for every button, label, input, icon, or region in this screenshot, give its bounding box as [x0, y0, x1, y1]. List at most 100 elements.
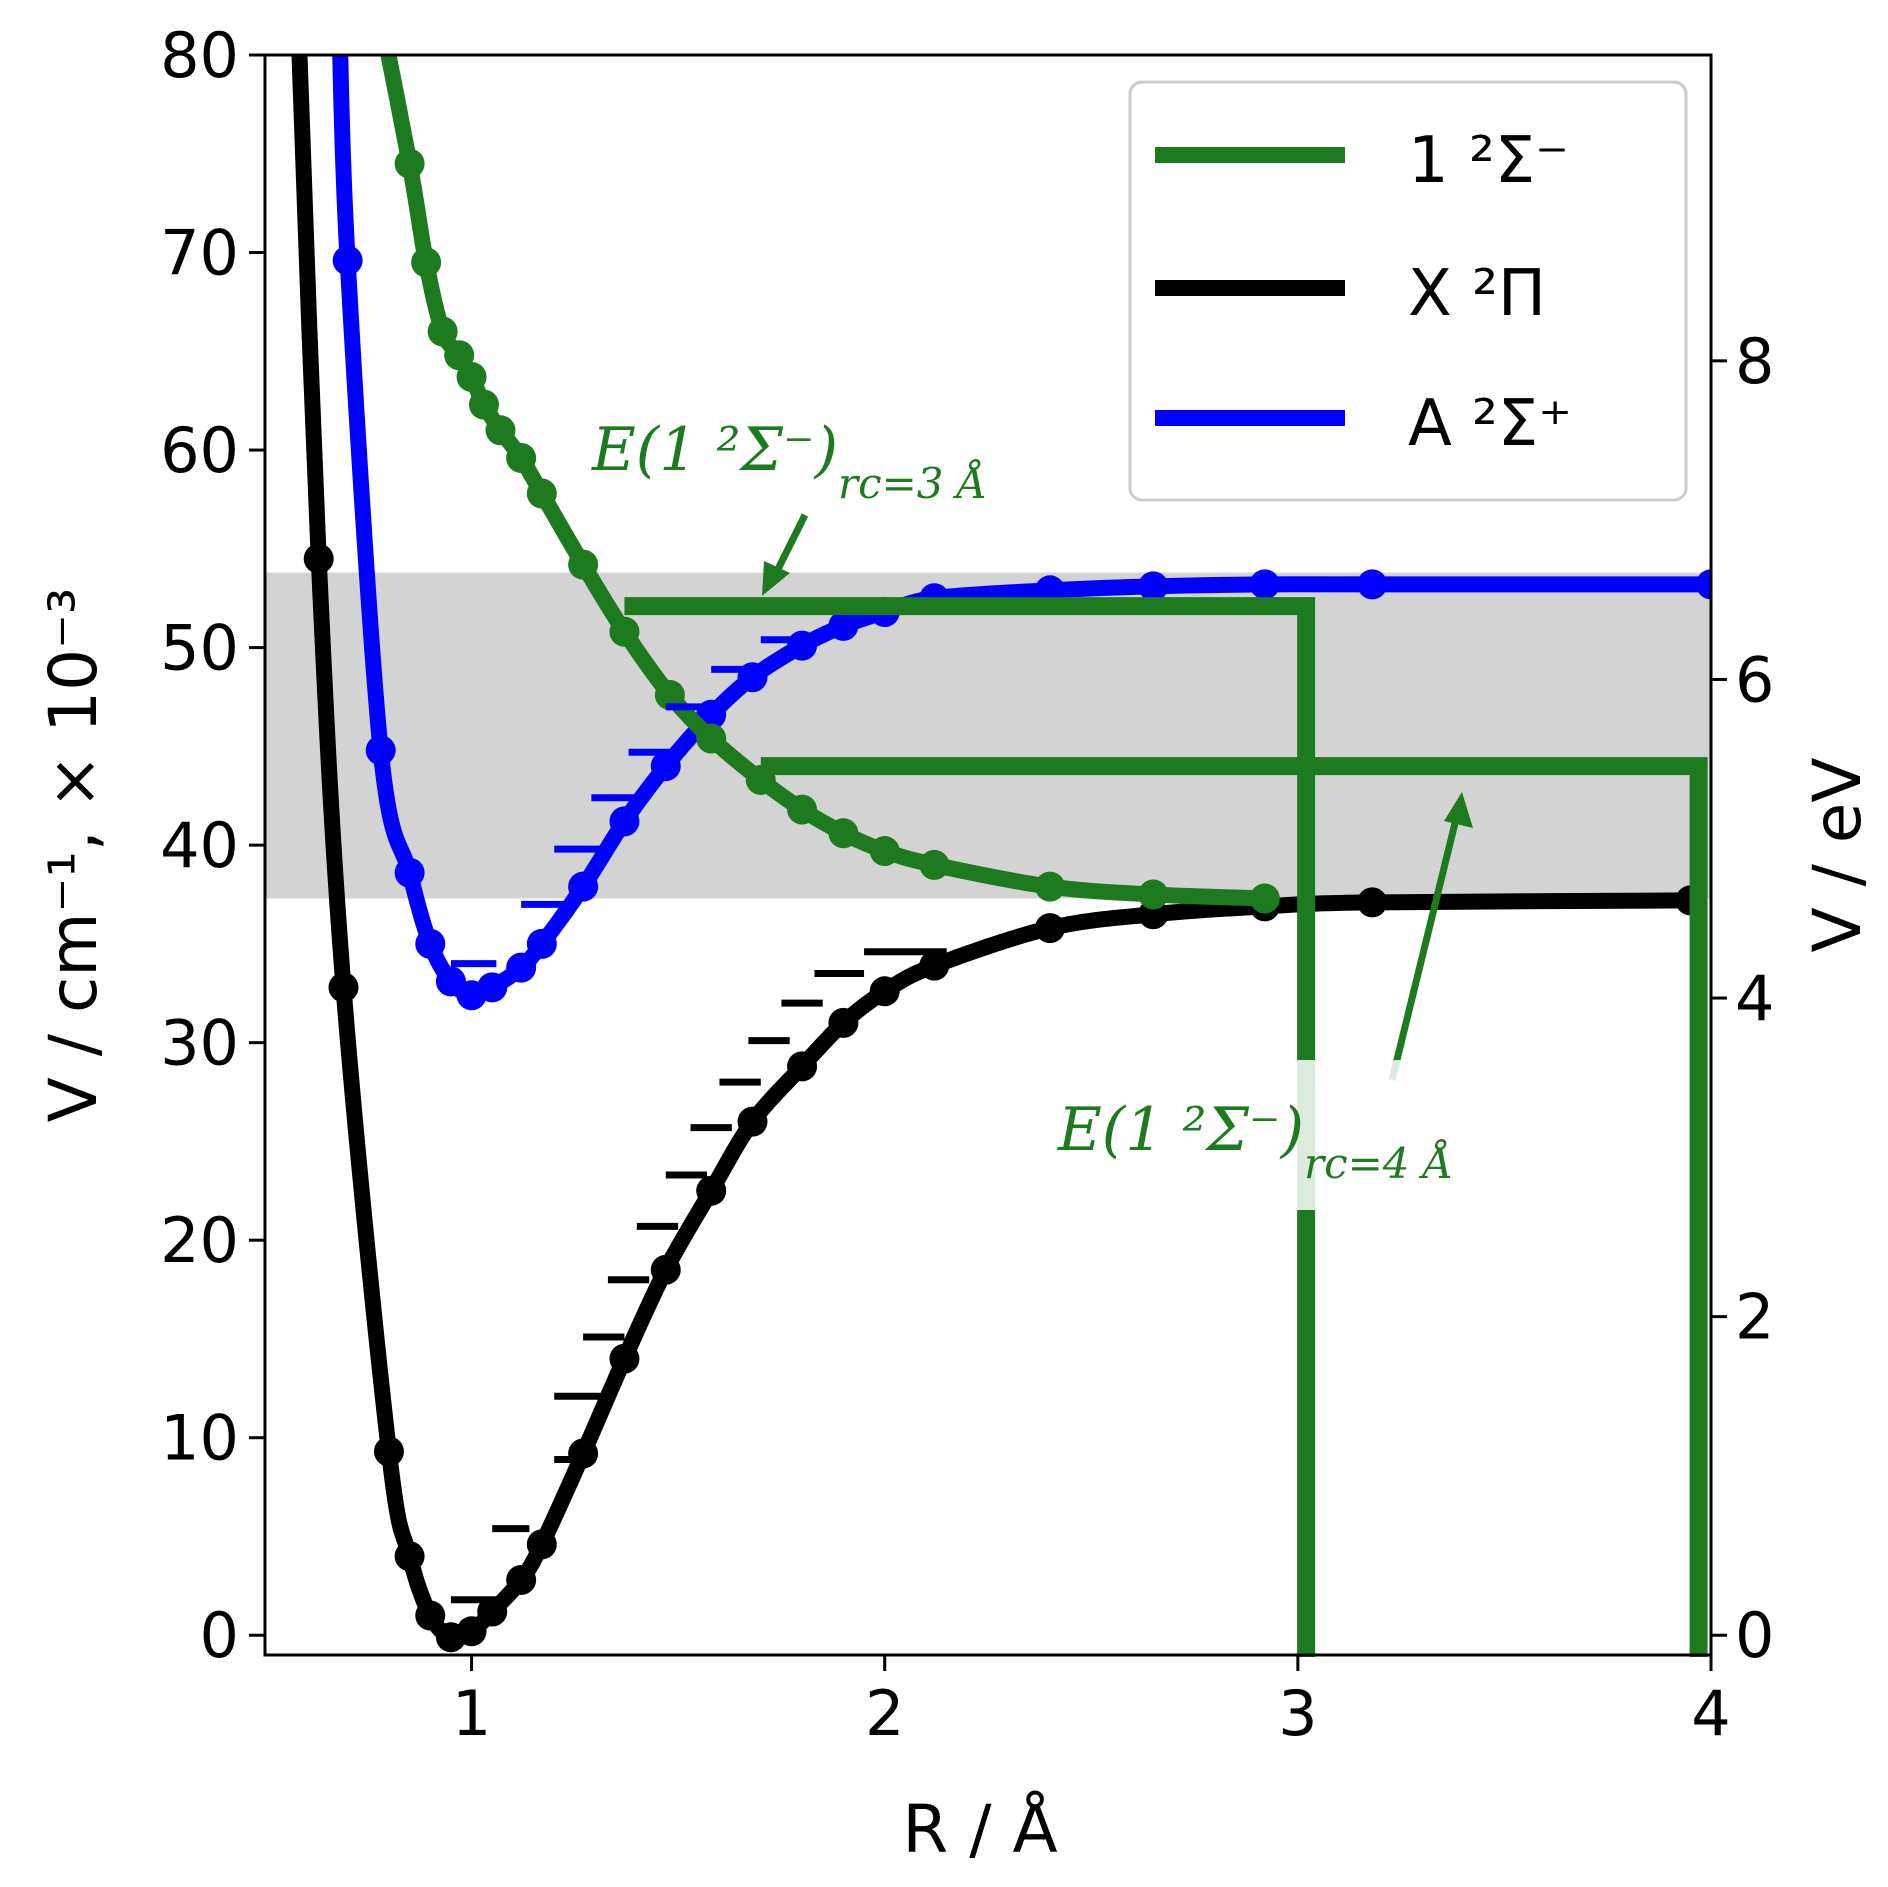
series-2-point [828, 1007, 859, 1038]
y-tick-label: 50 [160, 612, 239, 685]
series-2-point [609, 1343, 640, 1374]
annotation-rc4-bg [1060, 1060, 1620, 1210]
series-2-point [787, 1051, 818, 1082]
series-1-point [506, 442, 537, 473]
annotation-arrow-rc4 [1388, 792, 1473, 1081]
series-3-point [1138, 571, 1169, 602]
series-1-point [696, 723, 727, 754]
series-2-point [1034, 913, 1065, 944]
annotation-rc3-sub: rc=3 Å [838, 458, 987, 508]
series-3-point [568, 871, 599, 902]
cutoff-line-2 [760, 757, 1708, 1657]
series-1-point [427, 316, 458, 347]
series-2-point [650, 1254, 681, 1285]
y-axis-title: V / cm⁻¹, × 10⁻³ [35, 588, 112, 1123]
y-tick-label: 80 [160, 19, 239, 92]
x-tick-label: 3 [1278, 1677, 1317, 1750]
y-tick-label: 60 [160, 414, 239, 487]
legend-label-1: 1 ²Σ⁻ [1408, 124, 1569, 198]
series-1-point [468, 389, 499, 420]
y2-tick-label: 6 [1735, 643, 1774, 716]
series-3-point [1696, 569, 1711, 600]
series-3-point [1249, 569, 1280, 600]
y-tick-label: 40 [160, 809, 239, 882]
annotation-rc4-sub: rc=4 Å [1304, 1138, 1453, 1188]
y-tick-label: 10 [160, 1402, 239, 1475]
series-1-point [526, 478, 557, 509]
series-1-point [444, 340, 475, 371]
series-1-point [456, 361, 487, 392]
series-1-point [1138, 879, 1169, 910]
series-2-point [303, 543, 334, 574]
series-1-point [869, 836, 900, 867]
y2-tick-label: 0 [1735, 1599, 1774, 1672]
series-2-point [696, 1175, 727, 1206]
series-1-point [394, 148, 425, 179]
series-3-point [650, 751, 681, 782]
series-3-point [332, 245, 363, 276]
series-3-point [415, 928, 446, 959]
series-2-point [919, 950, 950, 981]
y-axis: 0 10 20 30 40 50 60 70 80 [160, 19, 265, 1672]
series-3-point [506, 952, 537, 983]
annotation-rc3-main: E(1 ²Σ⁻) [591, 415, 838, 485]
shaded-energy-band [265, 572, 1711, 899]
y2-tick-label: 2 [1735, 1281, 1774, 1354]
x-axis: 1 2 3 4 [452, 1655, 1731, 1750]
x-tick-label: 4 [1691, 1677, 1730, 1750]
y2-tick-label: 8 [1735, 325, 1774, 398]
series-3-point [1357, 569, 1388, 600]
series-1-point [787, 794, 818, 825]
series-2-point [568, 1438, 599, 1469]
series-2-point [506, 1564, 537, 1595]
y-tick-label: 70 [160, 217, 239, 290]
legend-box [1128, 80, 1688, 502]
series-1-point [609, 616, 640, 647]
y-tick-label: 0 [200, 1599, 239, 1672]
series-3-point [787, 630, 818, 661]
series-1-point [568, 549, 599, 580]
series-2-point [869, 976, 900, 1007]
series-1-point [1249, 883, 1280, 914]
legend: 1 ²Σ⁻ X ²Π A ²Σ⁺ [1128, 80, 1688, 502]
y-tick-label: 30 [160, 1007, 239, 1080]
x-axis-title: R / Å [902, 1791, 1057, 1868]
series-2-point [415, 1600, 446, 1631]
legend-label-2: X ²Π [1408, 257, 1546, 331]
series-1-point [654, 680, 685, 710]
series-2-point [1357, 887, 1388, 918]
series-2-point [283, 0, 313, 30]
series-2-point [373, 1436, 404, 1467]
y2-axis-title: V / eV [1799, 757, 1876, 952]
series-1-point [366, 0, 396, 30]
series-3-point [324, 0, 354, 30]
series-3-point [526, 928, 557, 959]
series-3-point [394, 857, 425, 888]
series-2-point [737, 1106, 768, 1137]
annotation-rc4-main: E(1 ²Σ⁻) [1057, 1095, 1304, 1165]
annotation-rc4: E(1 ²Σ⁻)rc=4 Å [1057, 1095, 1453, 1188]
series-2-point [394, 1541, 425, 1572]
series-layer [283, 0, 1711, 1653]
y2-tick-label: 4 [1735, 962, 1774, 1035]
series-2-point [526, 1529, 557, 1560]
annotation-arrow-rc3 [762, 513, 809, 596]
series-2-point [477, 1596, 508, 1627]
legend-label-3: A ²Σ⁺ [1408, 387, 1572, 461]
series-2-point [328, 972, 359, 1003]
annotation-rc3: E(1 ²Σ⁻)rc=3 Å [591, 415, 987, 508]
plot-frame [263, 53, 1713, 1657]
x-tick-label: 1 [452, 1677, 491, 1750]
series-1-point [1034, 871, 1065, 902]
series-3-point [365, 735, 396, 766]
y-tick-label: 20 [160, 1204, 239, 1277]
series-2-point [456, 1616, 487, 1647]
vibrational-levels-layer [450, 636, 947, 1604]
series-1-point [411, 247, 442, 278]
series-3-point [609, 806, 640, 837]
cutoff-lines-layer [624, 597, 1708, 1657]
shaded-band-rect [265, 572, 1711, 899]
series-1-point [485, 415, 516, 446]
series-3-point [828, 610, 859, 641]
